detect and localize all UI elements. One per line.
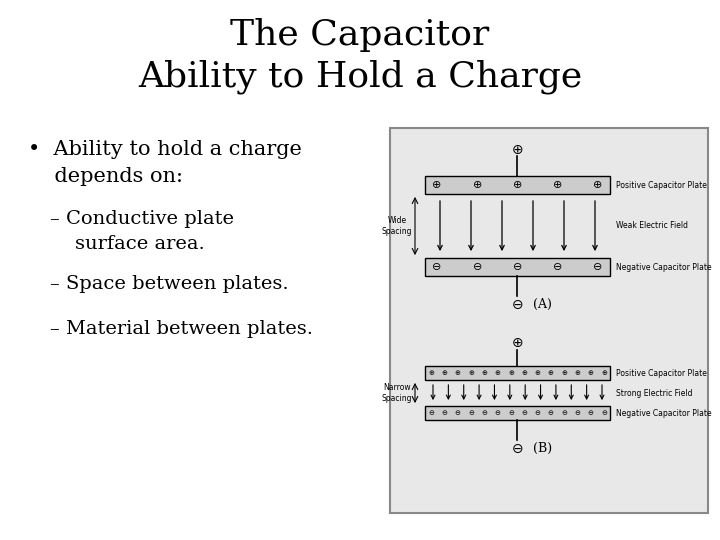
- Text: ⊕: ⊕: [513, 180, 522, 190]
- Text: ⊖: ⊖: [428, 410, 434, 416]
- Text: Wide
Spacing: Wide Spacing: [382, 217, 413, 235]
- Bar: [390, 128, 708, 513]
- Text: ⊖: ⊖: [481, 410, 487, 416]
- Text: Negative Capacitor Plate: Negative Capacitor Plate: [616, 262, 711, 272]
- Bar: [425, 366, 610, 380]
- Text: ⊖: ⊖: [472, 262, 482, 272]
- Text: ⊕: ⊕: [548, 370, 554, 376]
- Text: •  Ability to hold a charge
    depends on:: • Ability to hold a charge depends on:: [28, 140, 302, 186]
- Bar: [425, 176, 610, 194]
- Text: ⊖: ⊖: [454, 410, 461, 416]
- Text: ⊖: ⊖: [548, 410, 554, 416]
- Text: ⊖: ⊖: [521, 410, 527, 416]
- Text: ⊖: ⊖: [534, 410, 541, 416]
- Text: ⊕: ⊕: [588, 370, 593, 376]
- Text: ⊕: ⊕: [575, 370, 580, 376]
- Text: ⊖: ⊖: [432, 262, 441, 272]
- Text: Positive Capacitor Plate: Positive Capacitor Plate: [616, 368, 707, 377]
- Text: ⊕: ⊕: [511, 143, 523, 157]
- Text: – Conductive plate
    surface area.: – Conductive plate surface area.: [50, 210, 234, 253]
- Text: ⊕: ⊕: [481, 370, 487, 376]
- Text: ⊖: ⊖: [511, 442, 523, 456]
- Text: ⊕: ⊕: [495, 370, 500, 376]
- Text: ⊖: ⊖: [593, 262, 603, 272]
- Text: Weak Electric Field: Weak Electric Field: [616, 221, 688, 231]
- Text: The Capacitor: The Capacitor: [230, 18, 490, 52]
- Text: ⊖: ⊖: [508, 410, 514, 416]
- Text: ⊕: ⊕: [593, 180, 603, 190]
- Text: ⊖: ⊖: [441, 410, 447, 416]
- Text: ⊖: ⊖: [588, 410, 593, 416]
- Text: ⊕: ⊕: [553, 180, 562, 190]
- Text: ⊕: ⊕: [454, 370, 461, 376]
- Text: ⊕: ⊕: [468, 370, 474, 376]
- Bar: [425, 258, 610, 276]
- Text: ⊖: ⊖: [495, 410, 500, 416]
- Text: ⊕: ⊕: [521, 370, 527, 376]
- Text: ⊕: ⊕: [511, 336, 523, 350]
- Text: ⊖: ⊖: [513, 262, 522, 272]
- Text: ⊖: ⊖: [561, 410, 567, 416]
- Text: ⊕: ⊕: [441, 370, 447, 376]
- Text: ⊖: ⊖: [468, 410, 474, 416]
- Text: ⊕: ⊕: [561, 370, 567, 376]
- Text: ⊕: ⊕: [508, 370, 514, 376]
- Bar: [425, 406, 610, 420]
- Text: – Space between plates.: – Space between plates.: [50, 275, 289, 293]
- Text: Positive Capacitor Plate: Positive Capacitor Plate: [616, 180, 707, 190]
- Text: ⊕: ⊕: [432, 180, 441, 190]
- Text: (A): (A): [533, 298, 552, 311]
- Text: – Material between plates.: – Material between plates.: [50, 320, 313, 338]
- Text: Strong Electric Field: Strong Electric Field: [616, 388, 693, 397]
- Text: ⊕: ⊕: [428, 370, 434, 376]
- Text: ⊕: ⊕: [472, 180, 482, 190]
- Text: ⊕: ⊕: [534, 370, 541, 376]
- Text: Narrow
Spacing: Narrow Spacing: [382, 383, 413, 403]
- Text: ⊖: ⊖: [575, 410, 580, 416]
- Text: (B): (B): [533, 442, 552, 455]
- Text: ⊖: ⊖: [511, 298, 523, 312]
- Text: Ability to Hold a Charge: Ability to Hold a Charge: [138, 60, 582, 94]
- Text: ⊕: ⊕: [601, 370, 607, 376]
- Text: ⊖: ⊖: [601, 410, 607, 416]
- Text: Negative Capacitor Plate: Negative Capacitor Plate: [616, 408, 711, 417]
- Text: ⊖: ⊖: [553, 262, 562, 272]
